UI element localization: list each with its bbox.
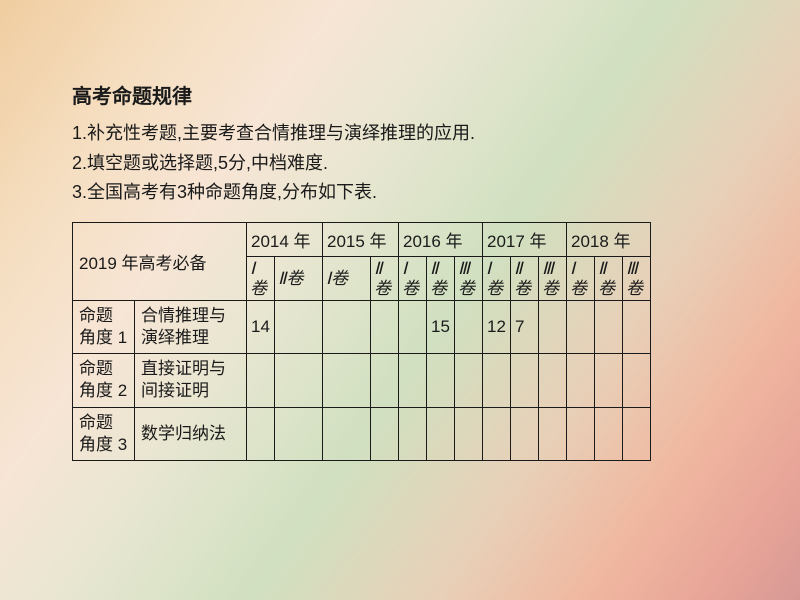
cell-r3c1 bbox=[247, 407, 275, 460]
vol-11: Ⅰ卷 bbox=[567, 257, 595, 301]
bullet-1-text: 补充性考题,主要考查合情推理与演绎推理的应用. bbox=[87, 123, 475, 143]
vol-5: Ⅰ卷 bbox=[399, 257, 427, 301]
vol-7: Ⅲ卷 bbox=[455, 257, 483, 301]
cell-r1c7 bbox=[455, 301, 483, 354]
topic-3: 数学归纳法 bbox=[135, 407, 247, 460]
topic-1: 合情推理与演绎推理 bbox=[135, 301, 247, 354]
cell-r2c7 bbox=[455, 354, 483, 407]
topic-2: 直接证明与 间接证明 bbox=[135, 354, 247, 407]
cell-r2c2 bbox=[275, 354, 323, 407]
cell-r1c3 bbox=[323, 301, 371, 354]
cell-r2c11 bbox=[567, 354, 595, 407]
vol-8: Ⅰ卷 bbox=[483, 257, 511, 301]
cell-r2c13 bbox=[623, 354, 651, 407]
cell-r3c9 bbox=[511, 407, 539, 460]
table-row: 命题角度 1 合情推理与演绎推理 14 15 12 7 bbox=[73, 301, 651, 354]
year-2014: 2014 年 bbox=[247, 223, 323, 257]
bullet-3-num: 3. bbox=[72, 182, 87, 202]
vol-3: Ⅰ卷 bbox=[323, 257, 371, 301]
cell-r1c13 bbox=[623, 301, 651, 354]
cell-r1c10 bbox=[539, 301, 567, 354]
cell-r3c4 bbox=[371, 407, 399, 460]
cell-r2c9 bbox=[511, 354, 539, 407]
cell-r2c5 bbox=[399, 354, 427, 407]
cell-r2c12 bbox=[595, 354, 623, 407]
cell-r1c8: 12 bbox=[483, 301, 511, 354]
vol-2: Ⅱ卷 bbox=[275, 257, 323, 301]
year-2017: 2017 年 bbox=[483, 223, 567, 257]
bullet-2-text: 填空题或选择题,5分,中档难度. bbox=[87, 153, 328, 173]
cell-r2c1 bbox=[247, 354, 275, 407]
cell-r1c2 bbox=[275, 301, 323, 354]
cell-r3c11 bbox=[567, 407, 595, 460]
angle-3: 命题角度 3 bbox=[73, 407, 135, 460]
cell-r1c6: 15 bbox=[427, 301, 455, 354]
cell-r2c8 bbox=[483, 354, 511, 407]
vol-6: Ⅱ卷 bbox=[427, 257, 455, 301]
vol-10: Ⅲ卷 bbox=[539, 257, 567, 301]
cell-r3c2 bbox=[275, 407, 323, 460]
exam-table: 2019 年高考必备 2014 年 2015 年 2016 年 2017 年 2… bbox=[72, 222, 651, 461]
cell-r1c12 bbox=[595, 301, 623, 354]
vol-4: Ⅱ卷 bbox=[371, 257, 399, 301]
cell-r3c3 bbox=[323, 407, 371, 460]
slide-content: 高考命题规律 1.补充性考题,主要考查合情推理与演绎推理的应用. 2.填空题或选… bbox=[0, 0, 800, 461]
bullet-1: 1.补充性考题,主要考查合情推理与演绎推理的应用. bbox=[72, 119, 740, 149]
cell-r2c4 bbox=[371, 354, 399, 407]
cell-r3c12 bbox=[595, 407, 623, 460]
table-year-row: 2019 年高考必备 2014 年 2015 年 2016 年 2017 年 2… bbox=[73, 223, 651, 257]
bullet-2-num: 2. bbox=[72, 153, 87, 173]
cell-r3c13 bbox=[623, 407, 651, 460]
cell-r3c10 bbox=[539, 407, 567, 460]
cell-r1c4 bbox=[371, 301, 399, 354]
cell-r3c5 bbox=[399, 407, 427, 460]
cell-r3c7 bbox=[455, 407, 483, 460]
angle-1: 命题角度 1 bbox=[73, 301, 135, 354]
cell-r2c3 bbox=[323, 354, 371, 407]
bullet-2: 2.填空题或选择题,5分,中档难度. bbox=[72, 149, 740, 179]
table-row: 命题角度 3 数学归纳法 bbox=[73, 407, 651, 460]
year-2018: 2018 年 bbox=[567, 223, 651, 257]
bullet-list: 1.补充性考题,主要考查合情推理与演绎推理的应用. 2.填空题或选择题,5分,中… bbox=[72, 119, 740, 208]
page-title: 高考命题规律 bbox=[72, 80, 740, 109]
bullet-1-num: 1. bbox=[72, 123, 87, 143]
cell-r3c6 bbox=[427, 407, 455, 460]
vol-12: Ⅱ卷 bbox=[595, 257, 623, 301]
cell-r1c1: 14 bbox=[247, 301, 275, 354]
cell-r1c9: 7 bbox=[511, 301, 539, 354]
vol-9: Ⅱ卷 bbox=[511, 257, 539, 301]
cell-r2c6 bbox=[427, 354, 455, 407]
vol-1: Ⅰ卷 bbox=[247, 257, 275, 301]
cell-r3c8 bbox=[483, 407, 511, 460]
year-2015: 2015 年 bbox=[323, 223, 399, 257]
bullet-3: 3.全国高考有3种命题角度,分布如下表. bbox=[72, 178, 740, 208]
cell-r1c5 bbox=[399, 301, 427, 354]
prep-header: 2019 年高考必备 bbox=[73, 223, 247, 301]
cell-r2c10 bbox=[539, 354, 567, 407]
bullet-3-text: 全国高考有3种命题角度,分布如下表. bbox=[87, 182, 377, 202]
cell-r1c11 bbox=[567, 301, 595, 354]
year-2016: 2016 年 bbox=[399, 223, 483, 257]
angle-2: 命题角度 2 bbox=[73, 354, 135, 407]
table-row: 命题角度 2 直接证明与 间接证明 bbox=[73, 354, 651, 407]
vol-13: Ⅲ卷 bbox=[623, 257, 651, 301]
